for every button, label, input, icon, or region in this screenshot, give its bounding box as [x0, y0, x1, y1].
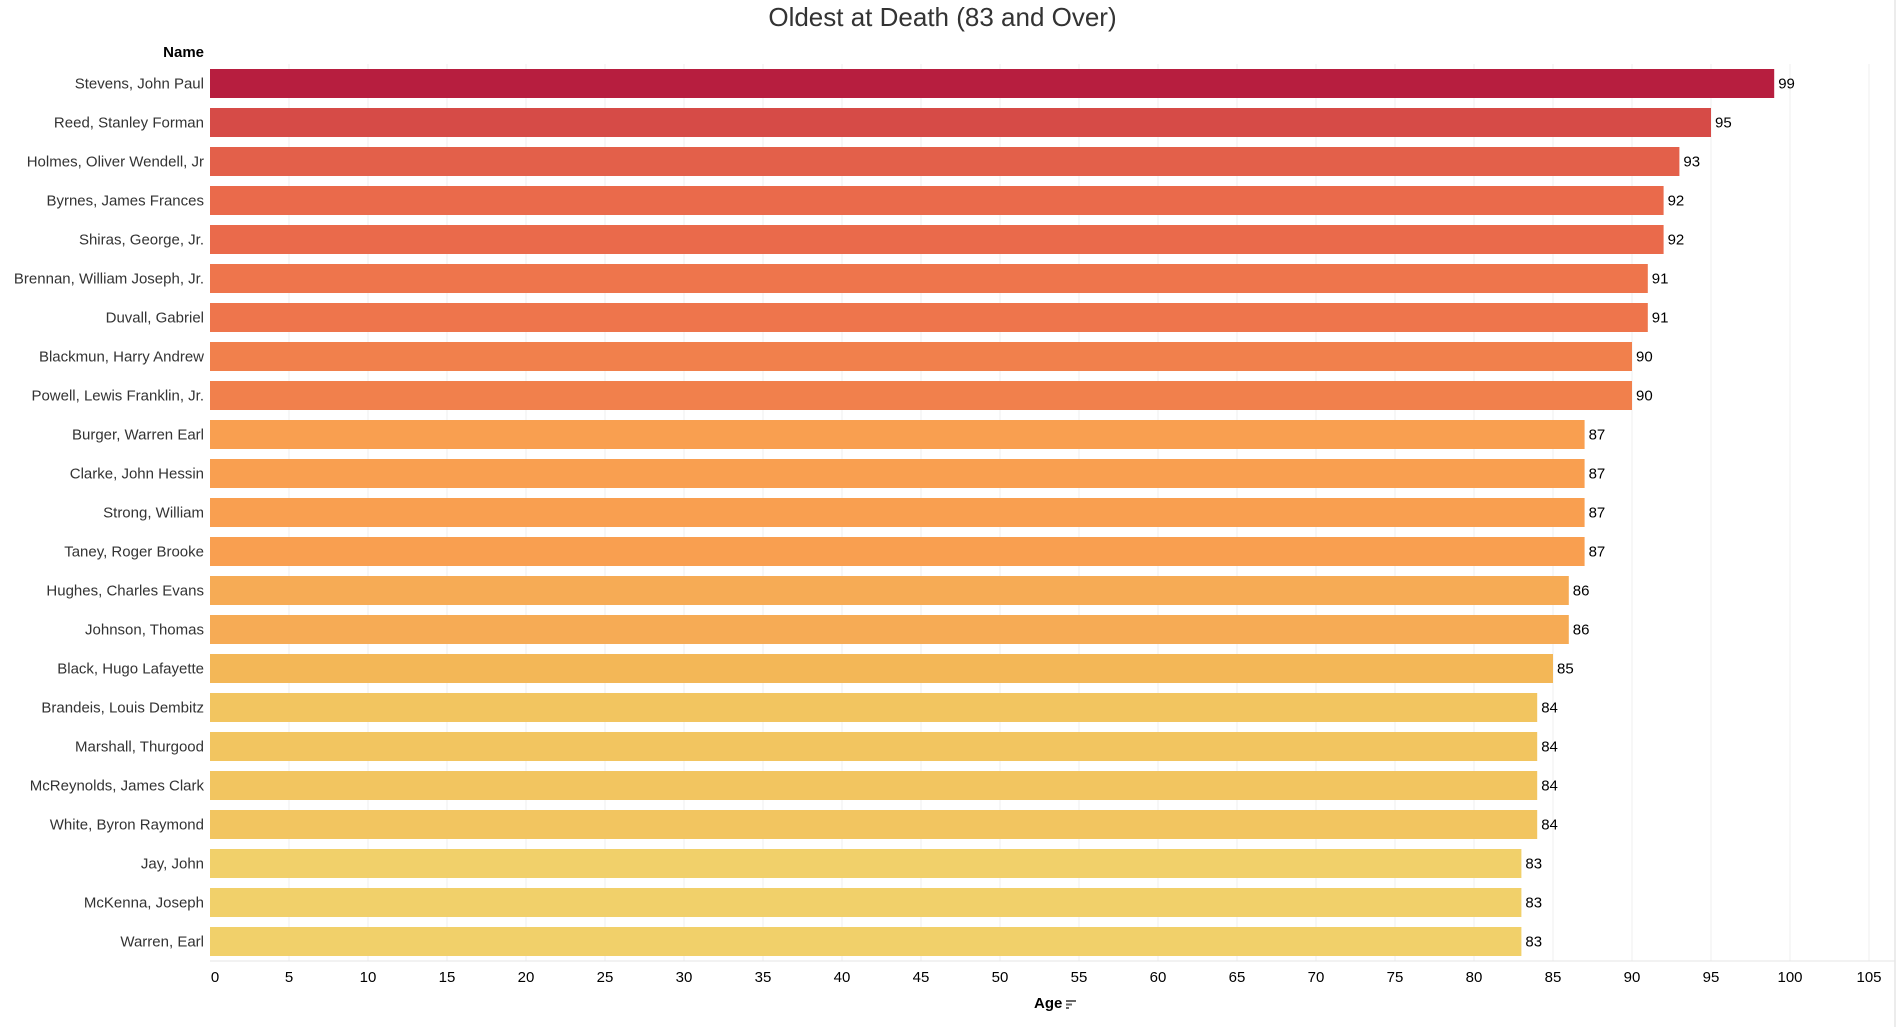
- x-tick-label: 35: [755, 969, 772, 986]
- x-tick-label: 0: [211, 969, 219, 986]
- data-label: 83: [1525, 856, 1542, 873]
- bar[interactable]: [210, 342, 1632, 371]
- x-tick-label: 60: [1150, 969, 1167, 986]
- data-label: 92: [1668, 193, 1685, 210]
- data-label: 83: [1525, 934, 1542, 951]
- row-label[interactable]: Taney, Roger Brooke: [64, 544, 204, 561]
- data-label: 84: [1541, 778, 1558, 795]
- x-tick-label: 85: [1545, 969, 1562, 986]
- row-label[interactable]: White, Byron Raymond: [50, 817, 204, 834]
- data-label: 99: [1778, 76, 1795, 93]
- row-label[interactable]: Strong, William: [103, 505, 204, 522]
- bar[interactable]: [210, 810, 1538, 839]
- row-label[interactable]: Warren, Earl: [120, 934, 204, 951]
- data-label: 84: [1541, 700, 1558, 717]
- row-header-name[interactable]: Name: [163, 44, 204, 61]
- x-tick-label: 105: [1856, 969, 1881, 986]
- bar[interactable]: [210, 108, 1711, 137]
- x-tick-label: 90: [1624, 969, 1641, 986]
- x-tick-label: 70: [1308, 969, 1325, 986]
- x-tick-label: 30: [676, 969, 693, 986]
- row-label[interactable]: Brennan, William Joseph, Jr.: [14, 271, 204, 288]
- row-label[interactable]: Brandeis, Louis Dembitz: [41, 700, 204, 717]
- row-label[interactable]: Jay, John: [141, 856, 204, 873]
- row-label[interactable]: Byrnes, James Frances: [46, 193, 204, 210]
- data-label: 85: [1557, 661, 1574, 678]
- row-label[interactable]: Clarke, John Hessin: [70, 466, 204, 483]
- row-label[interactable]: Burger, Warren Earl: [72, 427, 204, 444]
- data-label: 87: [1589, 427, 1606, 444]
- row-label[interactable]: Duvall, Gabriel: [106, 310, 204, 327]
- bar[interactable]: [210, 693, 1538, 722]
- row-label[interactable]: Holmes, Oliver Wendell, Jr: [27, 154, 204, 171]
- data-label: 86: [1573, 583, 1590, 600]
- row-label[interactable]: Stevens, John Paul: [75, 76, 204, 93]
- data-label: 84: [1541, 739, 1558, 756]
- data-label: 91: [1652, 271, 1669, 288]
- data-label: 84: [1541, 817, 1558, 834]
- bar[interactable]: [210, 186, 1664, 215]
- row-label[interactable]: Reed, Stanley Forman: [54, 115, 204, 132]
- bar[interactable]: [210, 69, 1775, 98]
- x-tick-label: 50: [992, 969, 1009, 986]
- data-label: 91: [1652, 310, 1669, 327]
- row-label[interactable]: Marshall, Thurgood: [75, 739, 204, 756]
- x-axis-title-text: Age: [1034, 995, 1063, 1012]
- data-label: 83: [1525, 895, 1542, 912]
- row-label[interactable]: McKenna, Joseph: [84, 895, 204, 912]
- data-label: 87: [1589, 544, 1606, 561]
- bar[interactable]: [210, 303, 1648, 332]
- row-label[interactable]: McReynolds, James Clark: [30, 778, 205, 795]
- data-label: 87: [1589, 505, 1606, 522]
- bar[interactable]: [210, 381, 1632, 410]
- bar[interactable]: [210, 264, 1648, 293]
- data-label: 87: [1589, 466, 1606, 483]
- x-tick-label: 95: [1703, 969, 1720, 986]
- x-tick-label: 20: [518, 969, 535, 986]
- row-label[interactable]: Powell, Lewis Franklin, Jr.: [31, 388, 204, 405]
- row-label[interactable]: Johnson, Thomas: [85, 622, 204, 639]
- bar[interactable]: [210, 420, 1585, 449]
- x-tick-label: 5: [285, 969, 293, 986]
- x-tick-label: 25: [597, 969, 614, 986]
- data-label: 93: [1683, 154, 1700, 171]
- row-label[interactable]: Hughes, Charles Evans: [46, 583, 204, 600]
- data-label: 90: [1636, 349, 1653, 366]
- row-label[interactable]: Blackmun, Harry Andrew: [39, 349, 204, 366]
- bar[interactable]: [210, 537, 1585, 566]
- bar[interactable]: [210, 771, 1538, 800]
- x-tick-label: 55: [1071, 969, 1088, 986]
- row-label[interactable]: Shiras, George, Jr.: [79, 232, 204, 249]
- bar[interactable]: [210, 654, 1553, 683]
- x-tick-label: 10: [360, 969, 377, 986]
- bar[interactable]: [210, 498, 1585, 527]
- bar[interactable]: [210, 888, 1522, 917]
- sort-descending-icon[interactable]: [1066, 999, 1077, 1010]
- bar[interactable]: [210, 615, 1569, 644]
- x-tick-label: 40: [834, 969, 851, 986]
- x-tick-label: 75: [1387, 969, 1404, 986]
- data-label: 90: [1636, 388, 1653, 405]
- data-label: 86: [1573, 622, 1590, 639]
- x-tick-label: 100: [1777, 969, 1802, 986]
- x-tick-label: 45: [913, 969, 930, 986]
- row-label[interactable]: Black, Hugo Lafayette: [57, 661, 204, 678]
- bar[interactable]: [210, 849, 1522, 878]
- bar[interactable]: [210, 147, 1680, 176]
- data-label: 92: [1668, 232, 1685, 249]
- data-label: 95: [1715, 115, 1732, 132]
- x-tick-label: 15: [439, 969, 456, 986]
- x-tick-label: 65: [1229, 969, 1246, 986]
- bar[interactable]: [210, 576, 1569, 605]
- bar[interactable]: [210, 732, 1538, 761]
- x-tick-label: 80: [1466, 969, 1483, 986]
- bar[interactable]: [210, 225, 1664, 254]
- bar[interactable]: [210, 459, 1585, 488]
- bar[interactable]: [210, 927, 1522, 956]
- chart-title: Oldest at Death (83 and Over): [768, 2, 1117, 32]
- x-axis-title[interactable]: Age: [1034, 995, 1077, 1012]
